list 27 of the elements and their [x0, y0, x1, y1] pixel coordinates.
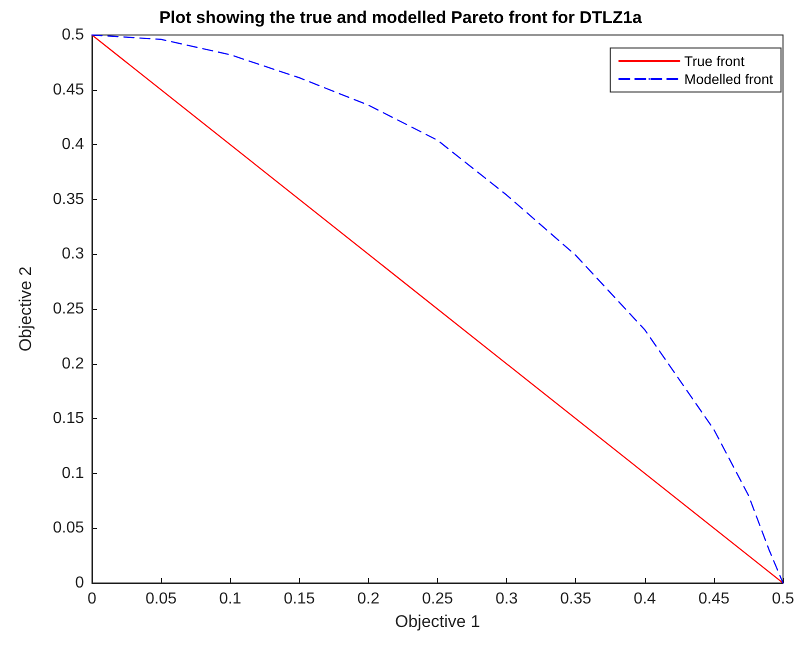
- y-tick-label: 0.15: [52, 410, 84, 428]
- x-tick-label: 0.2: [357, 590, 380, 608]
- x-tick-label: 0.1: [219, 590, 242, 608]
- x-tick-label: 0.3: [495, 590, 518, 608]
- y-tick-label: 0.3: [62, 246, 84, 263]
- legend-label: Modelled front: [684, 71, 774, 87]
- y-tick-label: 0: [75, 574, 84, 592]
- y-tick-label: 0.2: [62, 355, 84, 372]
- y-tick-label: 0.05: [52, 520, 84, 537]
- y-tick-label: 0.4: [62, 136, 84, 154]
- y-axis-title: Objective 2: [16, 266, 35, 352]
- x-tick-label: 0.05: [146, 590, 177, 608]
- x-tick-label: 0.25: [422, 590, 454, 608]
- x-tick-label: 0.45: [698, 590, 730, 608]
- legend-label: True front: [684, 53, 745, 69]
- x-tick-label: 0.15: [284, 590, 315, 608]
- x-tick-label: 0.5: [772, 590, 794, 608]
- y-tick-label: 0.1: [62, 464, 84, 482]
- x-tick-label: 0.35: [560, 590, 592, 608]
- y-tick-label: 0.5: [62, 26, 84, 44]
- chart-title: Plot showing the true and modelled Pareto front for DTLZ1a: [159, 8, 642, 27]
- y-tick-label: 0.45: [52, 81, 84, 98]
- y-tick-label: 0.25: [52, 300, 84, 318]
- x-tick-label: 0: [88, 590, 97, 608]
- y-tick-label: 0.35: [52, 190, 84, 208]
- x-tick-label: 0.4: [634, 590, 656, 608]
- x-axis-title: Objective 1: [394, 612, 480, 631]
